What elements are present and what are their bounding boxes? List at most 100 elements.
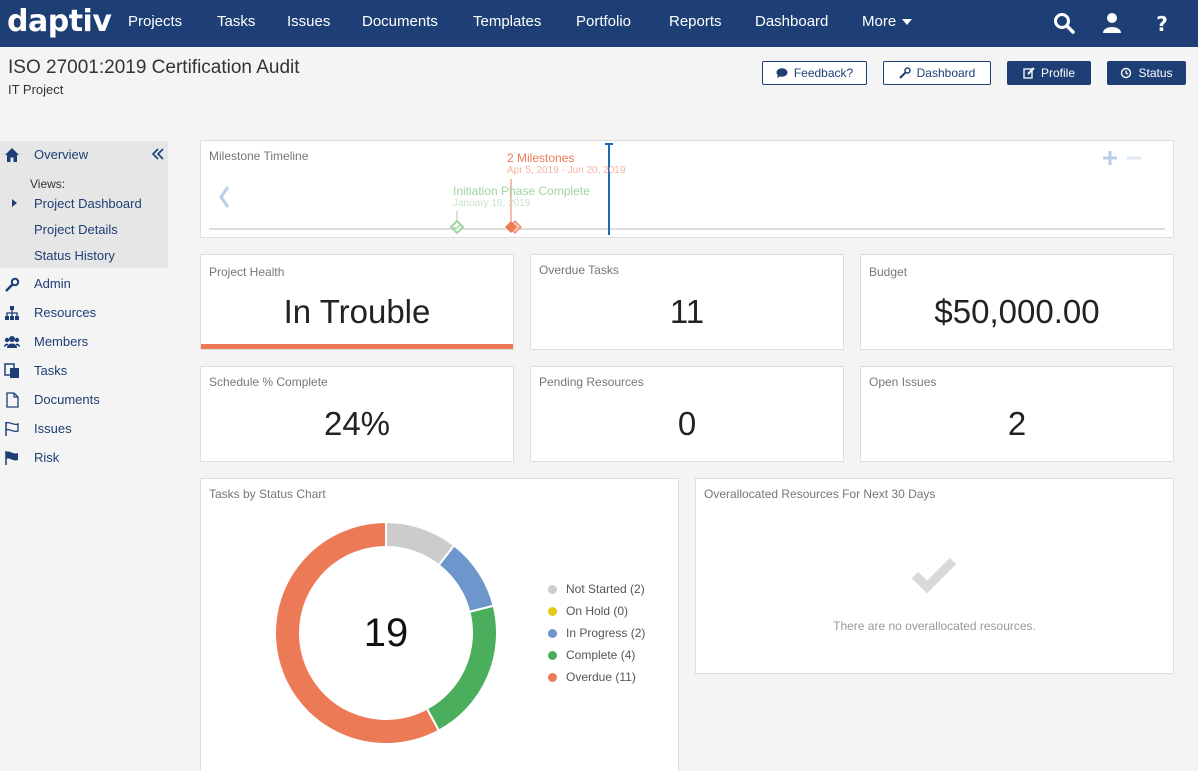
- legend-item-complete[interactable]: Complete (4): [548, 648, 635, 662]
- dashboard-button[interactable]: Dashboard: [883, 61, 991, 85]
- overdue-tasks-title: Overdue Tasks: [539, 263, 619, 277]
- page-subtitle: IT Project: [8, 82, 64, 97]
- milestone-group-label[interactable]: 2 Milestones: [507, 151, 575, 165]
- schedule-complete-card: Schedule % Complete 24%: [200, 366, 514, 462]
- milestone-initiation-label[interactable]: Initiation Phase Complete: [453, 184, 590, 198]
- caret-down-icon: [902, 19, 913, 26]
- tasks-donut-chart: [274, 520, 498, 745]
- legend-label: In Progress (2): [566, 626, 646, 640]
- nav-portfolio[interactable]: Portfolio: [576, 13, 632, 30]
- status-button[interactable]: Status: [1107, 61, 1186, 85]
- overview-section: [0, 141, 168, 268]
- nav-templates[interactable]: Templates: [473, 13, 542, 30]
- page-title: ISO 27001:2019 Certification Audit: [8, 57, 300, 78]
- sidebar-item-resources[interactable]: Resources: [34, 305, 97, 320]
- sidebar-item-overview[interactable]: Overview: [34, 147, 89, 162]
- budget-card: Budget $50,000.00: [860, 254, 1174, 350]
- no-overallocated-message: There are no overallocated resources.: [833, 619, 1036, 633]
- donut-slice-in-progress[interactable]: [437, 544, 495, 614]
- milestones-marker[interactable]: [505, 221, 517, 233]
- legend-label: Overdue (11): [566, 670, 636, 684]
- legend-label: Complete (4): [566, 648, 636, 662]
- project-health-value: In Trouble: [283, 293, 431, 330]
- top-nav: daptiv Projects Tasks Issues Documents T…: [0, 0, 1198, 47]
- nav-tasks[interactable]: Tasks: [217, 13, 256, 30]
- history-icon: [1121, 67, 1132, 79]
- user-icon[interactable]: [1100, 11, 1124, 35]
- open-issues-value: 2: [1007, 405, 1027, 442]
- dashboard-label: Dashboard: [916, 66, 976, 80]
- budget-title: Budget: [869, 265, 908, 279]
- open-issues-card: Open Issues 2: [860, 366, 1174, 462]
- pending-resources-title: Pending Resources: [539, 375, 644, 389]
- zoom-in-icon[interactable]: [1103, 151, 1117, 165]
- legend-item-overdue[interactable]: Overdue (11): [548, 670, 636, 684]
- legend-swatch: [548, 606, 557, 616]
- views-label: Views:: [30, 177, 66, 191]
- budget-value: $50,000.00: [934, 293, 1100, 330]
- milestone-initiation-date: January 18, 2019: [453, 198, 531, 209]
- tasks-total-label: 19: [363, 611, 409, 655]
- sitemap-icon: [5, 306, 19, 320]
- pending-resources-card: Pending Resources 0: [530, 366, 844, 462]
- sidebar-view-status-history[interactable]: Status History: [34, 248, 115, 263]
- legend-item-on-hold[interactable]: On Hold (0): [548, 604, 628, 618]
- schedule-complete-title: Schedule % Complete: [209, 375, 328, 389]
- nav-more-label: More: [862, 13, 897, 30]
- feedback-button[interactable]: Feedback?: [762, 61, 867, 85]
- legend-label: Not Started (2): [566, 582, 645, 596]
- overdue-tasks-card: Overdue Tasks 11: [530, 254, 844, 350]
- edit-icon: [1023, 67, 1035, 79]
- sidebar-item-tasks[interactable]: Tasks: [34, 363, 68, 378]
- sidebar-item-risk[interactable]: Risk: [34, 450, 60, 465]
- nav-projects[interactable]: Projects: [128, 13, 183, 30]
- nav-issues[interactable]: Issues: [287, 13, 331, 30]
- users-icon: [4, 336, 20, 348]
- project-health-card: Project Health In Trouble: [200, 254, 514, 350]
- sidebar-item-admin[interactable]: Admin: [34, 276, 71, 291]
- donut-slice-overdue[interactable]: [274, 520, 441, 745]
- overallocated-title: Overallocated Resources For Next 30 Days: [704, 487, 936, 501]
- overdue-tasks-value: 11: [669, 293, 705, 330]
- legend-swatch: [548, 672, 557, 682]
- schedule-complete-value: 24%: [323, 405, 391, 442]
- search-icon[interactable]: [1052, 11, 1076, 35]
- health-status-bar: [201, 344, 513, 349]
- nav-more[interactable]: More: [862, 13, 913, 30]
- sidebar-view-project-dashboard[interactable]: Project Dashboard: [34, 196, 142, 211]
- home-icon: [5, 148, 19, 162]
- overallocated-card: Overallocated Resources For Next 30 Days…: [695, 478, 1174, 674]
- milestone-group-dates: Apr 5, 2019 - Jun 20, 2019: [507, 165, 626, 176]
- tasks-chart-title: Tasks by Status Chart: [209, 487, 326, 501]
- status-label: Status: [1138, 66, 1173, 80]
- sidebar-item-issues[interactable]: Issues: [34, 421, 72, 436]
- milestone-timeline-card: Milestone Timeline 2 Milestones Apr 5, 2…: [200, 140, 1174, 238]
- nav-reports[interactable]: Reports: [669, 13, 722, 30]
- feedback-label: Feedback?: [793, 66, 854, 80]
- wrench-icon: [898, 67, 911, 79]
- timeline-canvas: [209, 143, 1165, 235]
- sidebar-view-project-details[interactable]: Project Details: [34, 222, 118, 237]
- help-icon[interactable]: ?: [1150, 11, 1174, 35]
- comment-icon: [776, 68, 788, 78]
- legend-swatch: [548, 628, 557, 638]
- nav-dashboard[interactable]: Dashboard: [755, 13, 829, 30]
- nav-documents[interactable]: Documents: [362, 13, 438, 30]
- legend-item-not-started[interactable]: Not Started (2): [548, 582, 645, 596]
- sidebar-item-documents[interactable]: Documents: [34, 392, 100, 407]
- collapse-icon[interactable]: [151, 147, 165, 161]
- flag-outline-icon: [5, 421, 19, 436]
- profile-label: Profile: [1040, 66, 1075, 80]
- logo[interactable]: daptiv: [7, 4, 112, 39]
- open-issues-title: Open Issues: [869, 375, 937, 389]
- legend-item-in-progress[interactable]: In Progress (2): [548, 626, 645, 640]
- wrench-icon: [5, 277, 20, 292]
- legend-label: On Hold (0): [566, 604, 629, 618]
- checkmark-icon: [912, 557, 956, 593]
- flag-icon: [5, 451, 18, 465]
- project-health-title: Project Health: [209, 265, 285, 279]
- tasks-icon: [4, 363, 19, 378]
- sidebar-item-members[interactable]: Members: [34, 334, 89, 349]
- profile-button[interactable]: Profile: [1007, 61, 1091, 85]
- timeline-prev-icon[interactable]: [219, 186, 230, 208]
